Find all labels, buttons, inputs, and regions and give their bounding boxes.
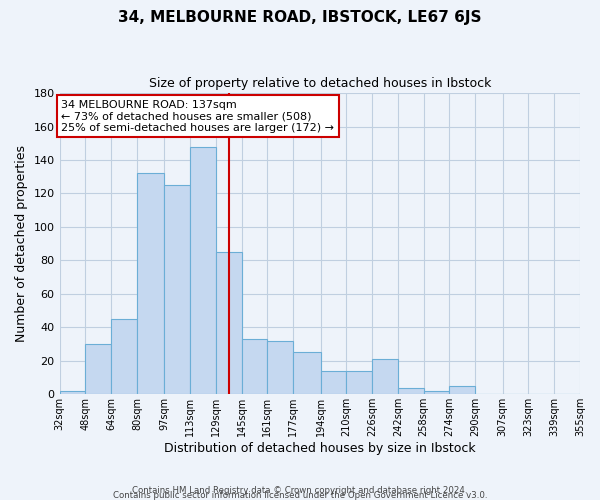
Bar <box>424 391 449 394</box>
Title: Size of property relative to detached houses in Ibstock: Size of property relative to detached ho… <box>149 78 491 90</box>
X-axis label: Distribution of detached houses by size in Ibstock: Distribution of detached houses by size … <box>164 442 476 455</box>
Bar <box>111 319 137 394</box>
Bar <box>449 386 475 394</box>
Bar <box>59 391 85 394</box>
Bar <box>320 371 346 394</box>
Bar <box>216 252 242 394</box>
Bar <box>346 371 372 394</box>
Text: 34 MELBOURNE ROAD: 137sqm
← 73% of detached houses are smaller (508)
25% of semi: 34 MELBOURNE ROAD: 137sqm ← 73% of detac… <box>61 100 334 133</box>
Bar <box>293 352 320 395</box>
Bar <box>268 340 293 394</box>
Bar <box>190 146 216 394</box>
Bar <box>137 174 164 394</box>
Bar <box>85 344 111 395</box>
Bar <box>242 339 268 394</box>
Bar <box>398 388 424 394</box>
Text: Contains HM Land Registry data © Crown copyright and database right 2024.: Contains HM Land Registry data © Crown c… <box>132 486 468 495</box>
Text: Contains public sector information licensed under the Open Government Licence v3: Contains public sector information licen… <box>113 491 487 500</box>
Bar <box>372 359 398 394</box>
Bar <box>164 185 190 394</box>
Y-axis label: Number of detached properties: Number of detached properties <box>15 145 28 342</box>
Bar <box>580 392 600 394</box>
Text: 34, MELBOURNE ROAD, IBSTOCK, LE67 6JS: 34, MELBOURNE ROAD, IBSTOCK, LE67 6JS <box>118 10 482 25</box>
